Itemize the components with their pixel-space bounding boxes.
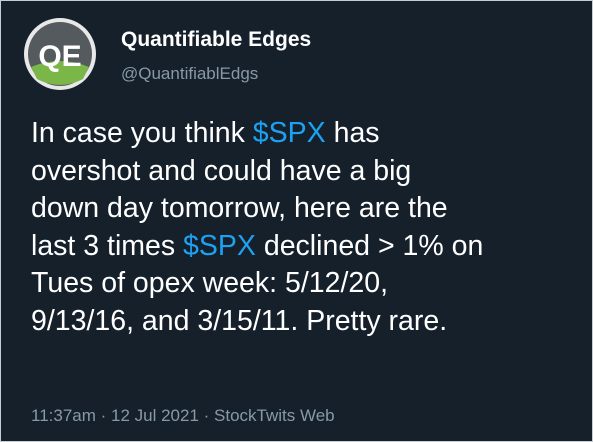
tweet-text: In case you think $SPX has overshot and … [31, 115, 483, 340]
text-line: last 3 times $SPX declined > 1% on [31, 228, 483, 266]
text-segment: has [325, 117, 380, 149]
text-segment: In case you think [31, 117, 253, 149]
text-line: In case you think $SPX has [31, 115, 483, 153]
text-line: Tues of opex week: 5/12/20, [31, 267, 389, 299]
avatar[interactable]: QE [23, 17, 97, 91]
avatar-swoosh [31, 61, 89, 85]
author-name[interactable]: Quantifiable Edges [121, 28, 312, 51]
tweet-meta: 11:37am · 12 Jul 2021 · StockTwits Web [31, 406, 335, 425]
text-line: 9/13/16, and 3/15/11. Pretty rare. [31, 304, 448, 337]
text-segment: last 3 times [31, 229, 184, 262]
avatar-label: QE [38, 40, 81, 73]
cashtag[interactable]: $SPX [252, 117, 326, 149]
text-segment: declined > 1% on [255, 229, 484, 262]
text-line: down day tomorrow, here are the [31, 192, 448, 224]
cashtag[interactable]: $SPX [183, 229, 256, 262]
author-handle[interactable]: @QuantifiablEdgs [121, 64, 259, 83]
text-line: overshot and could have a big [31, 154, 412, 187]
